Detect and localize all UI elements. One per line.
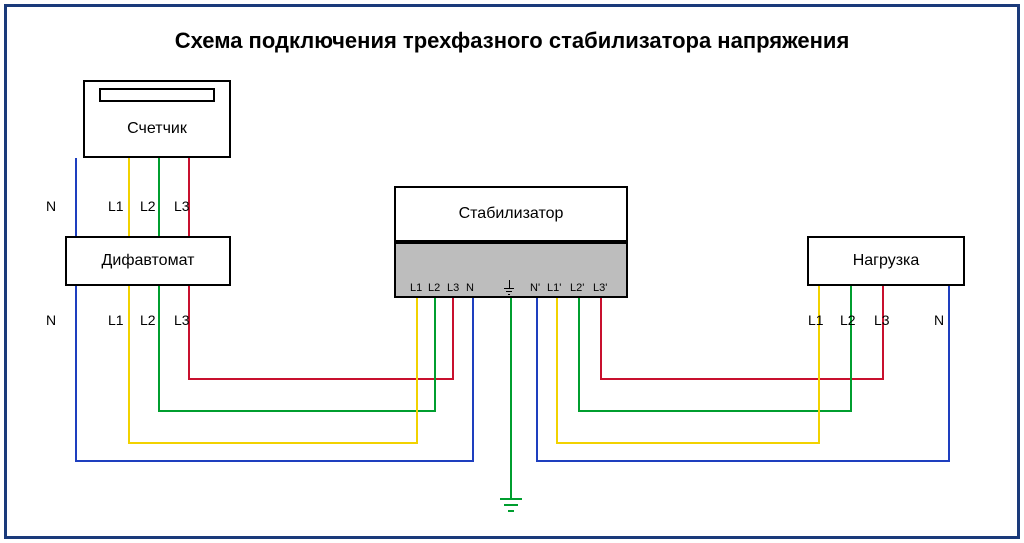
wire-pe xyxy=(510,298,512,498)
wire-out-h-L2p xyxy=(578,410,852,412)
label-stab-L1: L1 xyxy=(410,282,422,294)
label-out-N: N xyxy=(934,312,944,328)
wire-in-h-L3 xyxy=(188,378,454,380)
stabilizer-label-box: Стабилизатор xyxy=(394,186,628,242)
label-in-bot-L2: L2 xyxy=(140,312,156,328)
label-stab-N: N xyxy=(466,282,474,294)
wire-in-h-N xyxy=(75,460,474,462)
ground-bar-2 xyxy=(508,510,514,512)
ground-icon-bar xyxy=(506,291,512,292)
label-in-top-L1: L1 xyxy=(108,198,124,214)
wire-out-up-L3p xyxy=(882,286,884,378)
wiring-diagram: Схема подключения трехфазного стабилизат… xyxy=(0,0,1024,543)
label-out-L1: L1 xyxy=(808,312,824,328)
wire-in-down-N xyxy=(75,286,77,460)
wire-in-top-L2 xyxy=(158,158,160,236)
wire-out-down-Np xyxy=(536,298,538,460)
wire-in-h-L1 xyxy=(128,442,418,444)
ground-icon-bar xyxy=(508,294,510,295)
wire-out-up-L2p xyxy=(850,286,852,410)
wire-out-h-Np xyxy=(536,460,950,462)
load-label: Нагрузка xyxy=(853,252,920,270)
wire-in-up-L1 xyxy=(416,298,418,442)
ground-icon-bar xyxy=(504,288,514,289)
wire-out-h-L1p xyxy=(556,442,820,444)
wire-in-down-L2 xyxy=(158,286,160,410)
wire-in-up-L3 xyxy=(452,298,454,378)
label-in-bot-L3: L3 xyxy=(174,312,190,328)
label-in-bot-N: N xyxy=(46,312,56,328)
label-in-top-L3: L3 xyxy=(174,198,190,214)
stabilizer-label: Стабилизатор xyxy=(459,205,564,223)
label-stab-L2p: L2' xyxy=(570,282,584,294)
label-stab-L2: L2 xyxy=(428,282,440,294)
wire-in-up-N xyxy=(472,298,474,460)
wire-in-up-L2 xyxy=(434,298,436,410)
wire-in-top-L3 xyxy=(188,158,190,236)
label-stab-L3: L3 xyxy=(447,282,459,294)
label-stab-L3p: L3' xyxy=(593,282,607,294)
ground-bar-1 xyxy=(504,504,518,506)
rcbo-box: Дифавтомат xyxy=(65,236,231,286)
label-in-top-N: N xyxy=(46,198,56,214)
label-out-L2: L2 xyxy=(840,312,856,328)
wire-out-up-Np xyxy=(948,286,950,460)
wire-out-up-L1p xyxy=(818,286,820,442)
ground-icon xyxy=(509,280,510,288)
label-stab-Np: N' xyxy=(530,282,540,294)
meter-label: Счетчик xyxy=(83,120,231,138)
rcbo-label: Дифавтомат xyxy=(102,252,195,270)
wire-in-down-L1 xyxy=(128,286,130,442)
label-in-bot-L1: L1 xyxy=(108,312,124,328)
wire-out-down-L3p xyxy=(600,298,602,378)
wire-in-top-N xyxy=(75,158,77,236)
label-out-L3: L3 xyxy=(874,312,890,328)
diagram-title: Схема подключения трехфазного стабилизат… xyxy=(0,28,1024,54)
wire-out-h-L3p xyxy=(600,378,884,380)
wire-out-down-L1p xyxy=(556,298,558,442)
wire-in-h-L2 xyxy=(158,410,436,412)
label-in-top-L2: L2 xyxy=(140,198,156,214)
load-box: Нагрузка xyxy=(807,236,965,286)
meter-display-window xyxy=(99,88,215,102)
wire-in-down-L3 xyxy=(188,286,190,378)
ground-bar-0 xyxy=(500,498,522,500)
wire-in-top-L1 xyxy=(128,158,130,236)
label-stab-L1p: L1' xyxy=(547,282,561,294)
wire-out-down-L2p xyxy=(578,298,580,410)
